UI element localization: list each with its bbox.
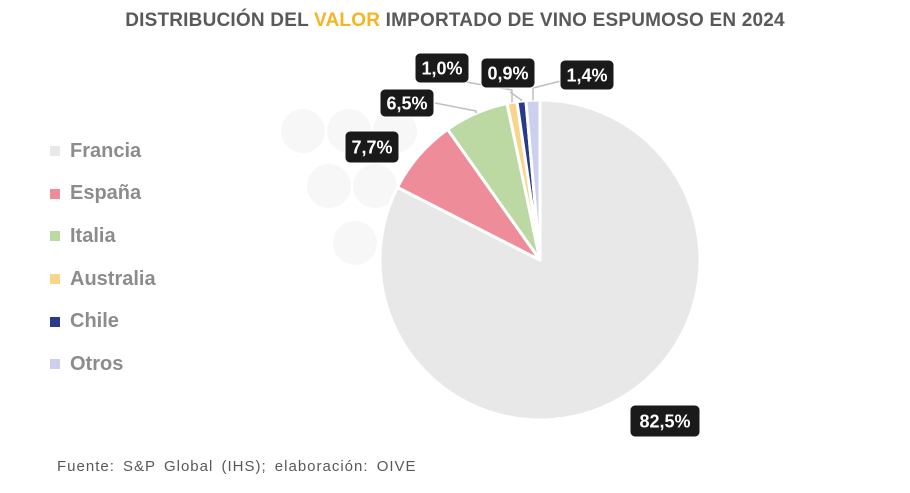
data-label-chile: 0,9% [480,57,536,89]
data-label-box [629,404,701,438]
pie-slices [378,98,702,422]
data-label-text: 1,4% [566,66,607,86]
data-label-text: 7,7% [351,138,392,158]
leader-line-otros [532,79,566,101]
data-label-box [414,52,470,84]
data-label-espana: 7,7% [344,130,400,164]
data-label-francia: 82,5% [629,404,701,438]
legend-label: Chile [70,310,119,333]
source-note: Fuente: S&P Global (IHS); elaboración: O… [57,458,417,475]
data-label-text: 82,5% [639,412,690,432]
legend-swatch [50,274,60,285]
legend-item-australia: Australia [50,258,156,301]
data-label-italia: 6,5% [379,88,435,118]
data-label-text: 6,5% [386,94,427,114]
watermark-grape [353,164,397,208]
legend-label: España [70,182,142,205]
legend-label: Italia [70,224,116,247]
title-part1: DISTRIBUCIÓN DEL [125,10,315,31]
pie-data-labels: 82,5% 7,7% 6,5% 1,0% 0,9% 1,4% [344,52,701,438]
chart-title: DISTRIBUCIÓN DEL VALOR IMPORTADO DE VINO… [0,10,910,32]
watermark-grape [333,221,377,265]
legend-swatch [50,146,60,157]
legend-label: Australia [70,267,156,290]
watermark-grape [281,109,325,153]
legend-item-espana: España [50,173,156,216]
grape-watermark [281,109,417,265]
data-label-box [379,88,435,118]
legend-item-francia: Francia [50,130,156,173]
data-label-box [344,130,400,164]
watermark-grape [307,164,351,208]
chart-legend: Francia España Italia Australia Chile Otros [50,130,156,386]
title-highlight: VALOR [314,10,381,31]
data-label-box [559,59,615,91]
legend-item-italia: Italia [50,215,156,258]
legend-label: Otros [70,352,124,375]
data-label-otros: 1,4% [559,59,615,91]
legend-swatch [50,188,60,199]
data-label-australia: 1,0% [414,52,470,84]
data-label-text: 0,9% [487,64,528,84]
leader-line-chile [509,91,523,102]
legend-item-chile: Chile [50,300,156,343]
leader-line-italia [434,102,477,114]
legend-item-otros: Otros [50,343,156,386]
legend-swatch [50,316,60,327]
legend-swatch [50,231,60,242]
data-label-box [480,57,536,89]
data-label-text: 1,0% [421,59,462,79]
legend-label: Francia [70,139,142,162]
legend-swatch [50,359,60,370]
title-part2: IMPORTADO DE VINO ESPUMOSO EN 2024 [380,10,785,31]
